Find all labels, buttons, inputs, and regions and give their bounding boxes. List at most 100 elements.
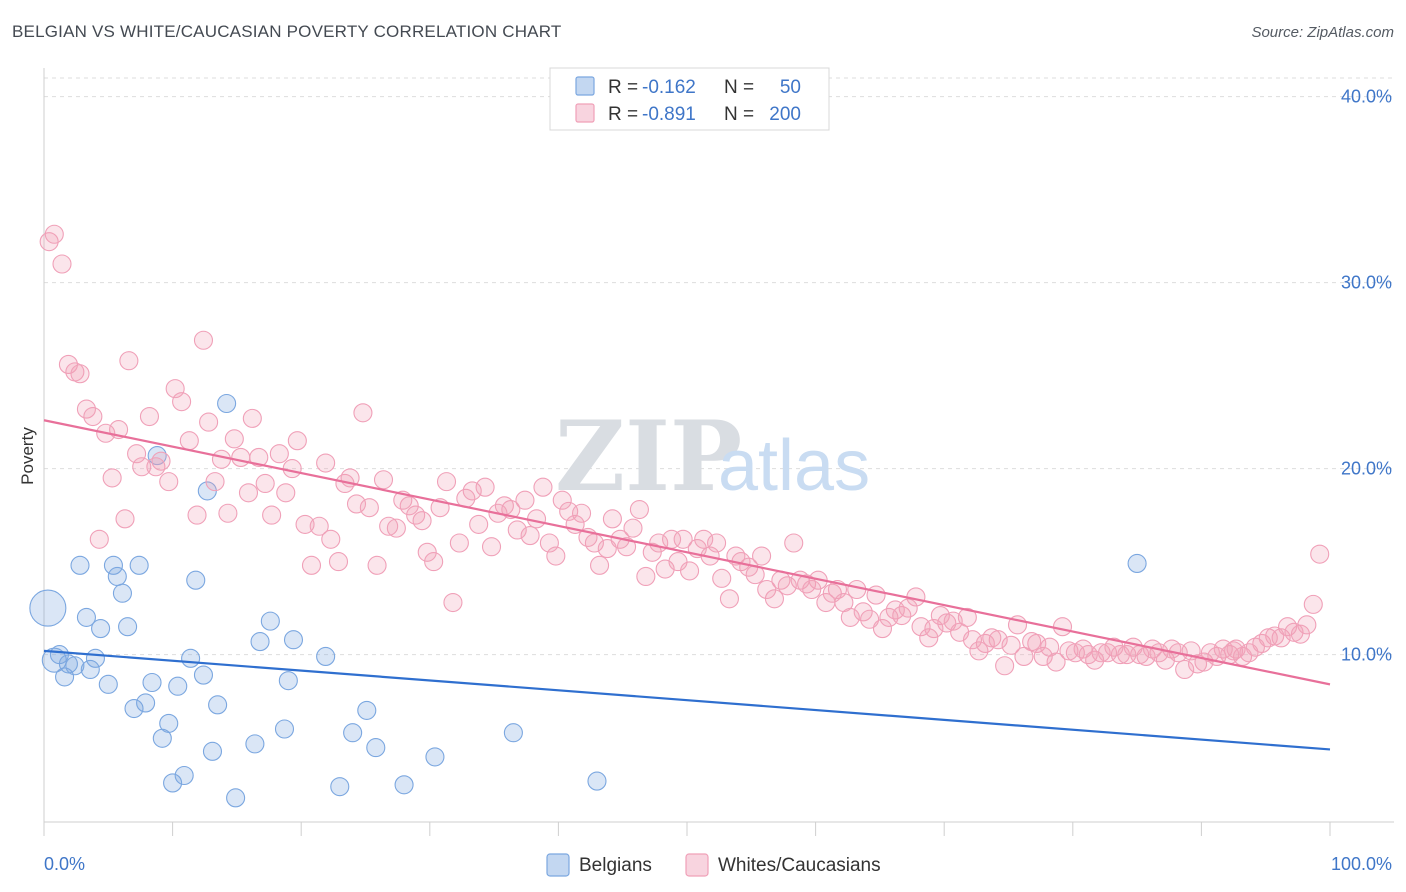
data-point [316,646,336,667]
data-point [386,518,406,538]
data-point [764,589,784,609]
data-point [44,224,64,244]
data-point [597,539,617,559]
data-point [1175,659,1195,680]
data-point [501,499,521,520]
data-point [193,665,214,685]
data-point [193,330,214,350]
data-point [346,494,367,514]
data-point [255,473,275,494]
data-point [283,630,304,650]
data-point [151,451,171,471]
data-point [590,555,610,575]
data-point [379,516,399,536]
data-point [226,788,246,808]
legend-r-label-whites: R = [608,104,638,125]
data-point [52,254,72,274]
data-point [552,490,572,510]
data-point [1091,643,1111,663]
data-point [70,364,90,384]
data-point [1073,639,1093,659]
data-point [245,734,265,754]
data-point [680,561,700,581]
data-point [1014,646,1034,667]
data-point [76,399,96,419]
legend-n-label-belgians: N = [724,77,754,98]
data-point [242,408,262,428]
watermark-atlas: atlas [718,426,870,506]
data-point [892,605,912,626]
data-point [712,568,732,588]
data-point [1046,652,1066,672]
data-point [719,589,739,609]
data-point [187,505,207,525]
data-point [168,676,188,696]
grid-lines [44,77,1394,656]
data-point [139,406,160,427]
legend-r-label-belgians: R = [608,77,638,98]
data-point [146,457,166,477]
data-point [784,533,804,553]
data-point [208,695,228,715]
data-point [85,648,105,668]
data-point [328,552,349,572]
data-point [707,533,727,553]
data-point [673,529,693,549]
correlation-legend: R = -0.162 N = 50 R = -0.891 N = 200 [549,67,830,131]
data-point [269,444,289,464]
data-point [475,477,495,497]
data-point [957,607,977,627]
data-point [919,628,939,648]
data-point [330,777,350,797]
data-point [417,542,437,562]
data-point [642,542,662,562]
data-point [469,514,489,534]
data-point [367,555,387,575]
data-point [546,546,566,566]
data-point [211,449,232,469]
data-point [436,472,457,492]
data-point [853,602,873,622]
data-point [424,552,444,572]
data-point [930,605,950,626]
data-point [1265,626,1285,646]
legend-n-value-belgians: 50 [780,77,801,98]
chart-title: BELGIAN VS WHITE/CAUCASIAN POVERTY CORRE… [12,22,562,41]
legend-r-value-belgians: -0.162 [642,77,696,98]
y-tick-label: 10.0% [1341,645,1392,665]
data-point [278,671,298,691]
data-point [1245,637,1265,657]
data-point [29,589,67,627]
data-point [636,566,656,587]
data-point [443,592,463,613]
data-point [316,453,336,473]
trend-lines [43,419,1331,751]
data-point [1290,624,1310,644]
data-point [412,511,432,531]
data-point [287,431,307,451]
data-point [617,537,637,557]
trend-line-whites [43,419,1331,686]
series-belgians [29,393,1147,808]
data-point [274,719,295,739]
data-point [70,555,90,575]
data-point [112,583,132,603]
data-point [224,429,244,449]
y-axis-label: Poverty [18,427,37,485]
bottom-legend-swatch-whites [685,853,709,877]
data-point [777,576,797,596]
data-point [202,741,223,761]
data-point [124,698,144,719]
data-point [373,470,394,490]
data-point [1271,628,1291,648]
data-point [694,529,714,549]
data-point [1303,594,1323,614]
data-point [503,723,523,743]
data-point [91,619,111,639]
data-point [103,555,123,575]
y-tick-label: 20.0% [1341,459,1392,479]
data-point [988,630,1008,650]
data-point [231,447,251,467]
data-point [802,579,822,600]
